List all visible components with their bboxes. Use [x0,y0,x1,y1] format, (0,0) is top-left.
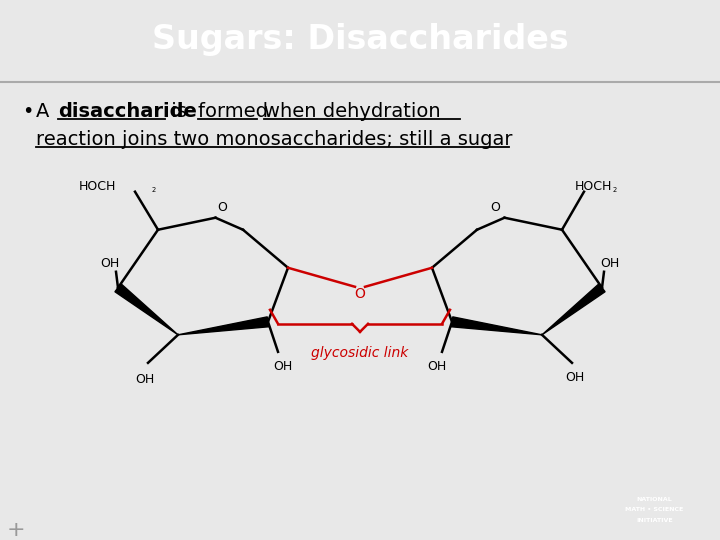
Text: HOCH: HOCH [78,180,116,193]
Text: formed: formed [198,102,274,120]
Text: reaction joins two monosaccharides; still a sugar: reaction joins two monosaccharides; stil… [36,130,513,148]
Text: glycosidic link: glycosidic link [311,346,409,360]
Polygon shape [178,317,269,335]
Text: NATIONAL: NATIONAL [636,497,672,502]
Text: O: O [354,287,366,301]
Text: O: O [217,201,228,214]
Text: HOCH: HOCH [575,180,613,193]
Text: •: • [22,102,33,120]
Text: $_2$: $_2$ [612,185,618,195]
Text: OH: OH [100,256,120,270]
Text: +: + [6,520,25,540]
Text: is: is [165,102,193,120]
Text: OH: OH [135,373,155,386]
Text: O: O [490,201,500,214]
Text: OH: OH [600,256,620,270]
Text: $_2$: $_2$ [151,185,157,195]
Text: OH: OH [428,360,446,373]
Text: when dehydration: when dehydration [264,102,441,120]
Text: disaccharide: disaccharide [58,102,197,120]
Text: OH: OH [274,360,292,373]
Text: Sugars: Disaccharides: Sugars: Disaccharides [152,23,568,56]
Text: A: A [36,102,55,120]
Polygon shape [451,317,542,335]
Polygon shape [542,284,605,335]
Text: INITIATIVE: INITIATIVE [636,518,672,523]
Polygon shape [115,284,178,335]
Text: OH: OH [565,371,585,384]
Text: MATH • SCIENCE: MATH • SCIENCE [626,507,683,512]
